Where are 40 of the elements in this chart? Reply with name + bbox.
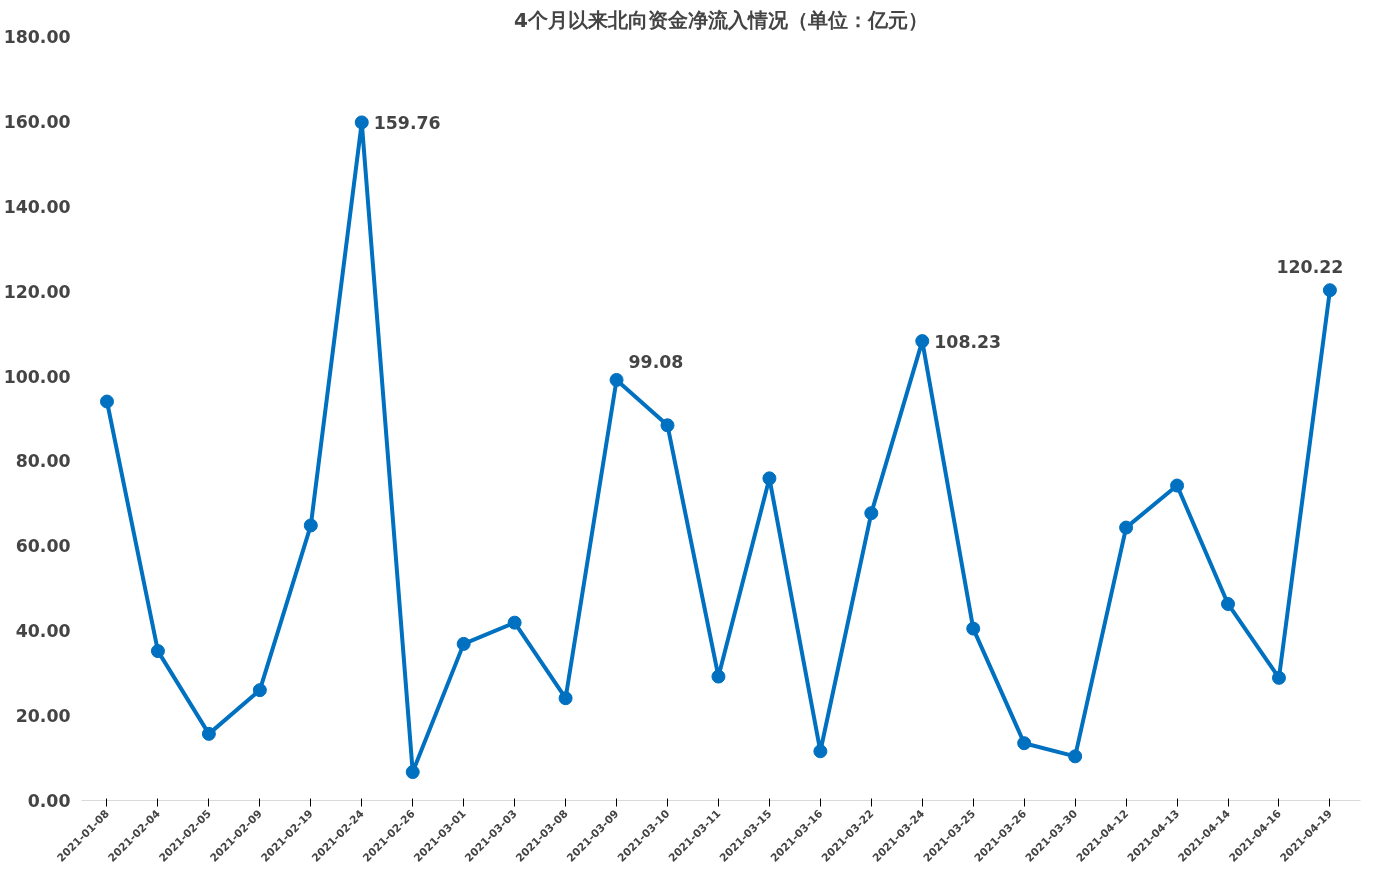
point	[201, 726, 216, 741]
y-tick-label: 20.00	[15, 706, 71, 727]
point	[99, 394, 114, 409]
point	[1119, 520, 1134, 535]
y-tick-label: 80.00	[15, 451, 71, 472]
point	[150, 644, 165, 659]
y-tick-label: 140.00	[3, 196, 71, 217]
data-label: 120.22	[1276, 256, 1344, 277]
y-tick-label: 160.00	[3, 111, 71, 132]
point	[1271, 670, 1286, 685]
point	[1221, 597, 1236, 611]
y-tick-label: 0.00	[27, 791, 71, 811]
y-tick-label: 60.00	[15, 536, 71, 557]
chart-title: 4个月以来北向资金净流入情况（单位：亿元）	[514, 7, 928, 32]
point	[252, 683, 267, 698]
point	[558, 691, 573, 706]
point	[762, 471, 777, 486]
y-tick-label: 180.00	[3, 27, 71, 47]
point	[456, 636, 471, 651]
point	[966, 621, 981, 636]
point	[711, 669, 726, 684]
point	[303, 518, 318, 533]
point	[609, 372, 624, 387]
point	[1017, 736, 1032, 751]
point	[507, 615, 522, 630]
point	[405, 765, 420, 780]
point	[813, 744, 828, 759]
point	[864, 506, 879, 521]
data-label: 99.08	[628, 352, 684, 373]
point	[1322, 283, 1337, 298]
point	[354, 115, 369, 130]
y-tick-label: 100.00	[3, 366, 71, 387]
point	[660, 418, 675, 433]
data-label: 108.23	[934, 331, 1002, 352]
y-tick-label: 40.00	[15, 621, 71, 642]
point	[1068, 749, 1083, 764]
point	[1170, 478, 1185, 493]
data-label: 159.76	[373, 112, 441, 133]
point	[915, 334, 930, 349]
y-tick-label: 120.00	[3, 281, 71, 302]
